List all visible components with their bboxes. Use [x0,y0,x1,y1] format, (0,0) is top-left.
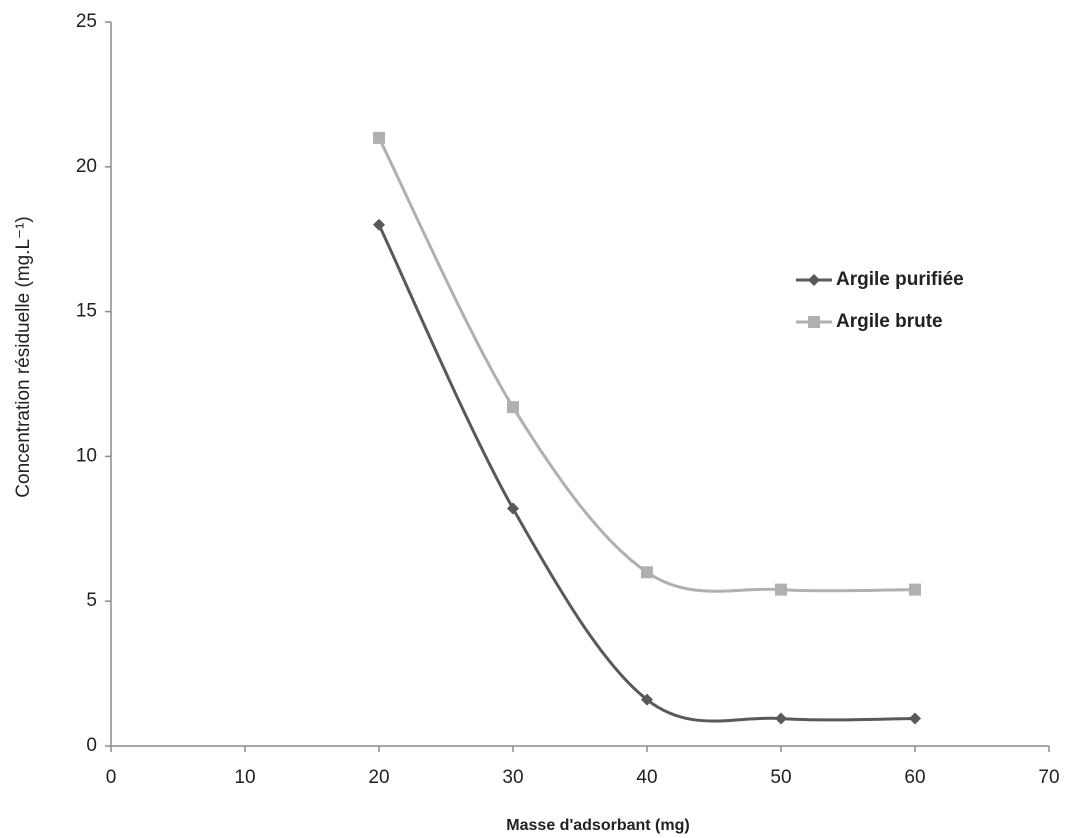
legend-label: Argile brute [836,311,943,332]
y-tick-label: 15 [76,301,97,322]
series-line [377,224,916,723]
y-axis-title: Concentration résiduelle (mg.L⁻¹) [13,216,34,497]
data-point [507,401,519,414]
data-point [641,566,653,579]
x-tick-label: 30 [502,767,523,788]
x-tick-label: 40 [636,767,657,788]
data-point [641,693,653,706]
x-axis-title: Masse d'adsorbant (mg) [506,817,689,834]
y-tick-label: 5 [86,590,97,611]
legend-label: Argile purifiée [836,269,964,290]
data-point [373,131,385,144]
y-tick-label: 25 [76,11,97,32]
x-tick-label: 10 [234,767,255,788]
x-tick-label: 60 [904,767,925,788]
data-point [909,583,921,596]
x-tick-label: 0 [106,767,117,788]
series-line [377,137,916,593]
x-tick-label: 70 [1038,767,1059,788]
y-tick-label: 10 [76,445,97,466]
y-tick-label: 0 [86,735,97,756]
data-point [775,583,787,596]
legend-marker [808,274,820,286]
data-point [373,218,385,231]
x-tick-label: 20 [368,767,389,788]
data-point [909,712,921,725]
legend-marker [808,316,820,328]
x-tick-label: 50 [770,767,791,788]
data-point [507,502,519,515]
y-tick-label: 20 [76,156,97,177]
data-point [775,712,787,725]
